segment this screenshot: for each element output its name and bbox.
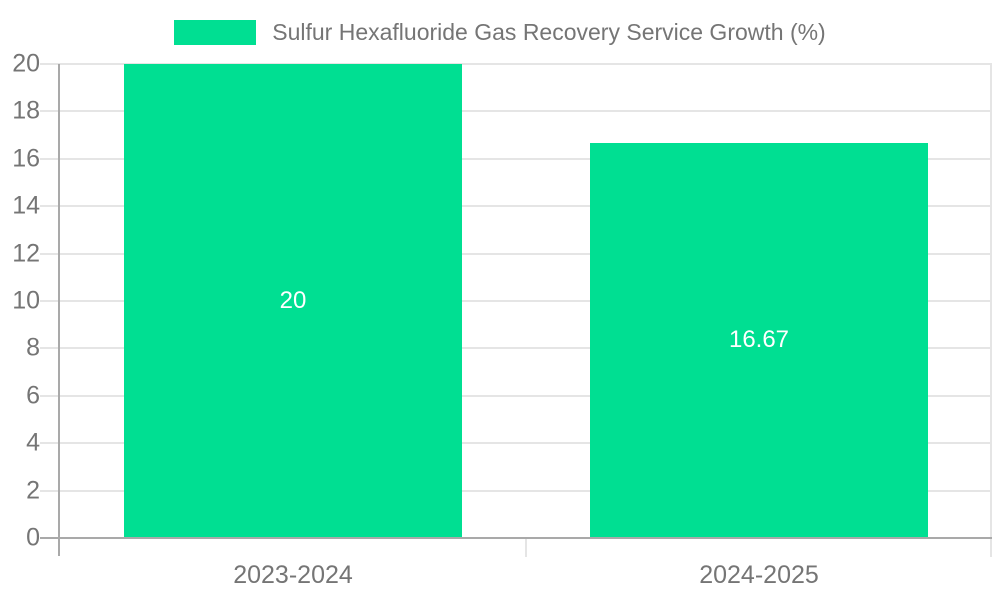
- gridline: [40, 347, 992, 350]
- y-tick-label: 4: [26, 428, 40, 457]
- bar-value-label: 20: [279, 287, 307, 314]
- gridline: [40, 300, 992, 302]
- gridline: [40, 442, 992, 445]
- gridline: [40, 489, 992, 492]
- bar-value-label: 16.67: [728, 326, 790, 354]
- x-category-label: 2023-2024: [233, 561, 353, 589]
- plot-area: 20 16.67: [40, 63, 992, 557]
- y-tick-label: 8: [26, 333, 40, 362]
- y-tick-label: 6: [26, 381, 40, 410]
- x-divider-tick: [525, 538, 527, 557]
- gridline: [40, 157, 992, 160]
- y-axis-line: [58, 64, 60, 556]
- y-tick-label: 10: [12, 286, 40, 315]
- y-tick-label: 0: [26, 523, 40, 552]
- bar-2023-2024[interactable]: 20: [124, 64, 462, 538]
- legend[interactable]: Sulfur Hexafluoride Gas Recovery Service…: [0, 19, 1000, 46]
- gridline: [40, 205, 992, 208]
- y-tick-label: 16: [12, 144, 40, 173]
- x-category-label: 2024-2025: [699, 561, 819, 589]
- plot-right-border: [990, 64, 992, 557]
- x-axis-line: [40, 537, 992, 539]
- y-tick-label: 18: [12, 96, 40, 125]
- legend-label: Sulfur Hexafluoride Gas Recovery Service…: [272, 19, 826, 45]
- gridline: [40, 394, 992, 397]
- bar-2024-2025[interactable]: 16.67: [590, 142, 928, 538]
- y-tick-label: 14: [12, 191, 40, 220]
- y-tick-label: 12: [12, 239, 40, 268]
- legend-swatch-icon: [174, 20, 257, 45]
- gridline: [40, 110, 992, 113]
- gridline: [40, 63, 992, 65]
- y-tick-label: 20: [12, 49, 40, 78]
- gridline: [40, 252, 992, 255]
- y-tick-label: 2: [26, 476, 40, 505]
